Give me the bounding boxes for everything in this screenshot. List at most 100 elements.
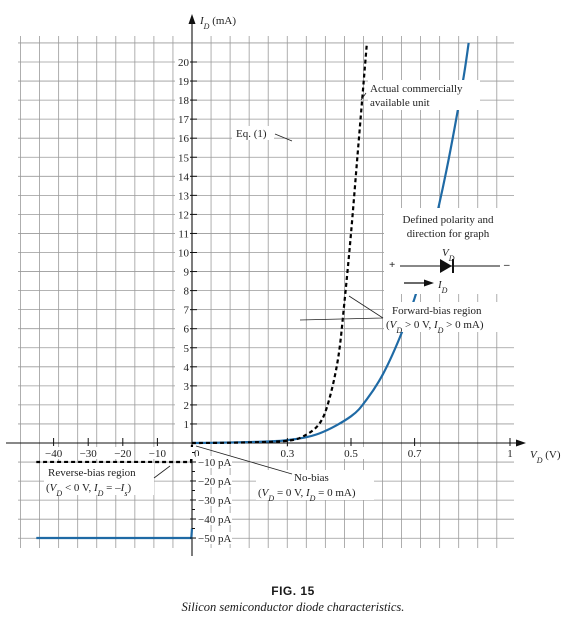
y-tick-label: 16	[178, 133, 190, 145]
actual-unit-label-line2: available unit	[370, 97, 430, 109]
y-tick-label: 15	[178, 152, 190, 164]
eq1-leader	[274, 133, 293, 142]
diode-symbol-icon	[440, 259, 452, 273]
figure-caption: Silicon semiconductor diode characterist…	[181, 600, 405, 614]
x-tick-label: 0.3	[281, 448, 295, 460]
y-tick-label: 17	[178, 114, 190, 126]
x-tick-label: 0.7	[408, 448, 422, 460]
polarity-label-line1: Defined polarity and	[402, 214, 494, 226]
x-tick-label-reverse: −20	[114, 448, 132, 460]
x-tick-label-bg	[278, 447, 301, 459]
forward-bias-label-bg	[384, 302, 514, 332]
y-tick-label-reverse: −50 pA	[198, 533, 231, 545]
x-tick-label-bg	[405, 447, 428, 459]
polarity-label-line2: direction for graph	[407, 228, 490, 240]
y-tick-label-bg	[175, 95, 190, 106]
y-tick-label-bg	[196, 456, 232, 468]
x-tick-label-reverse: −10	[149, 448, 167, 460]
y-tick-label-reverse: −20 pA	[198, 476, 231, 488]
y-tick-label-bg	[175, 418, 190, 429]
x-tick-label-bg	[342, 447, 364, 459]
y-tick-label-bg	[175, 323, 190, 334]
forward-bias-label-line2: (VD > 0 V, ID > 0 mA)	[386, 319, 484, 335]
y-tick-label: 8	[184, 286, 190, 298]
x-tick-label-bg	[112, 447, 134, 459]
y-tick-label: 2	[184, 400, 190, 412]
no-bias-leader	[195, 445, 293, 475]
forward-bias-label-line1: Forward-bias region	[392, 305, 482, 317]
y-tick-label-bg	[175, 171, 190, 182]
y-tick-label-bg	[196, 513, 232, 525]
y-tick-label: 5	[184, 343, 190, 355]
y-tick-label: 3	[184, 381, 190, 393]
reverse-bias-leader	[153, 465, 171, 479]
x-tick-label: 0.5	[344, 448, 358, 460]
y-tick-label: 11	[178, 228, 189, 240]
actual-unit-label-line1: Actual commercially	[370, 83, 463, 95]
x-tick-label: 1	[507, 448, 513, 460]
y-tick-label: 12	[178, 209, 189, 221]
y-tick-label-bg	[175, 190, 190, 201]
polarity-plus-sign: +	[389, 259, 395, 271]
y-tick-label-bg	[175, 342, 190, 353]
y-tick-label-bg	[175, 152, 190, 163]
y-tick-label: 18	[178, 95, 190, 107]
forward-bias-leader	[299, 295, 384, 321]
y-tick-label: 13	[178, 190, 190, 202]
polarity-box	[384, 208, 514, 294]
y-tick-label-bg	[175, 304, 190, 315]
actual-unit-forward-curve	[191, 42, 470, 445]
eq1-label-bg	[232, 126, 274, 140]
y-tick-label: 7	[184, 305, 190, 317]
y-tick-label: 1	[184, 419, 190, 431]
y-tick-label-bg	[175, 285, 190, 296]
y-tick-label-bg	[196, 532, 232, 544]
x-tick-label-bg	[501, 447, 511, 459]
polarity-minus-sign: –	[503, 259, 510, 271]
y-tick-label-bg	[175, 76, 190, 87]
y-tick-label-bg	[196, 494, 232, 506]
x-tick-label-bg	[43, 447, 65, 459]
no-bias-label-line1: No-bias	[294, 472, 329, 484]
y-tick-label-reverse: −30 pA	[198, 495, 231, 507]
x-tick-label-bg	[147, 447, 169, 459]
polarity-vd-label: VD	[442, 247, 455, 263]
eq1-forward-curve	[191, 42, 368, 445]
y-axis-arrow	[188, 14, 196, 24]
y-tick-label-bg	[175, 399, 190, 410]
y-tick-label-bg	[175, 266, 190, 277]
y-tick-label-bg	[175, 247, 190, 258]
y-tick-label: 20	[178, 57, 190, 69]
y-tick-label: 19	[178, 76, 190, 88]
y-tick-label-bg	[175, 114, 190, 125]
eq1-label: Eq. (1)	[236, 128, 267, 140]
x-tick-label: 0	[194, 448, 200, 460]
y-tick-label: 4	[184, 362, 190, 374]
no-bias-label-bg	[256, 470, 374, 500]
y-tick-label-bg	[175, 361, 190, 372]
y-tick-label-reverse: −40 pA	[198, 514, 231, 526]
figure-number: FIG. 15	[271, 584, 315, 598]
y-tick-label: 10	[178, 248, 190, 260]
x-axis-arrow	[516, 439, 526, 447]
x-tick-label-bg	[78, 447, 100, 459]
y-tick-label: 9	[184, 267, 190, 279]
y-tick-label: 14	[178, 171, 190, 183]
reverse-bias-label-bg	[44, 463, 154, 495]
y-tick-label-bg	[175, 133, 190, 144]
y-tick-label: 6	[184, 324, 190, 336]
y-tick-label-bg	[175, 57, 190, 67]
y-tick-label-reverse: −10 pA	[198, 457, 231, 469]
y-tick-label-bg	[175, 209, 190, 220]
annotation-layer: Actual commercially available unit Eq. (1)…	[44, 80, 514, 503]
reverse-bias-label-line1: Reverse-bias region	[48, 467, 136, 479]
x-axis-label: VD (V)	[530, 449, 561, 465]
no-bias-label-line2: (VD = 0 V, ID = 0 mA)	[258, 487, 356, 503]
actual-unit-reverse-curve	[36, 528, 194, 540]
current-arrow-icon	[424, 279, 434, 287]
reverse-bias-label-line2: (VD < 0 V, ID = –Is)	[46, 482, 131, 498]
x-tick-label-reverse: −30	[80, 448, 98, 460]
diode-characteristic-chart: ID (mA)VD (V) 12345678910111213141516171…	[6, 14, 561, 556]
polarity-id-label: ID	[437, 279, 448, 295]
